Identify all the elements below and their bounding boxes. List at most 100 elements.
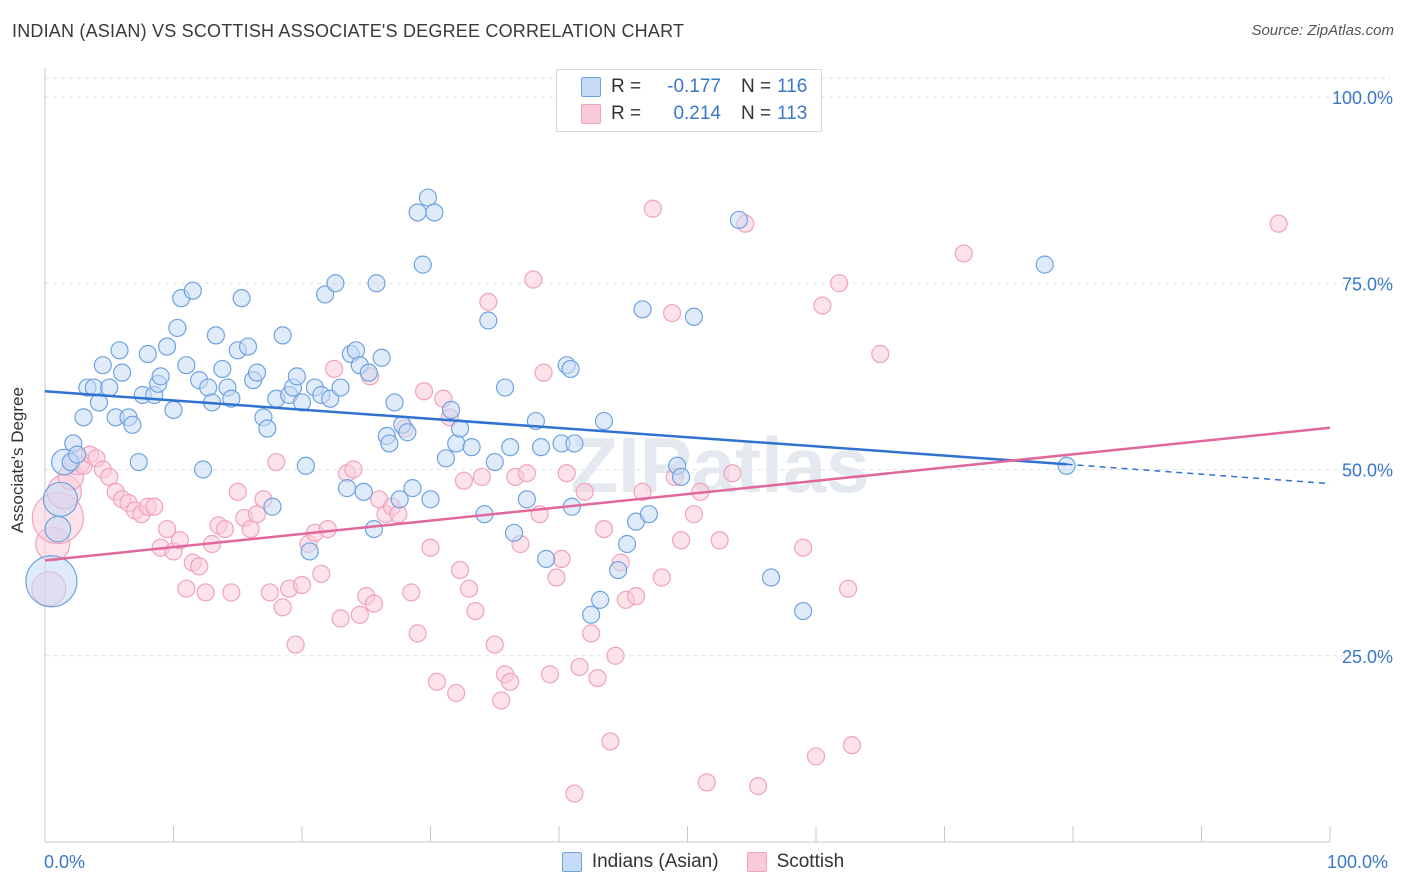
scottish-swatch: [581, 104, 601, 124]
scottish-point: [191, 558, 208, 575]
indians-point: [124, 416, 141, 433]
indians-point: [373, 349, 390, 366]
indians-point: [288, 368, 305, 385]
y-tick-label: 75.0%: [1342, 274, 1393, 294]
scottish-point: [628, 588, 645, 605]
scottish-point: [502, 673, 519, 690]
indians-point: [566, 435, 583, 452]
scottish-point: [685, 506, 702, 523]
scottish-point: [416, 383, 433, 400]
scottish-point: [365, 595, 382, 612]
scottish-point: [518, 465, 535, 482]
y-tick-label: 50.0%: [1342, 461, 1393, 481]
indians-point: [518, 491, 535, 508]
indians-point: [673, 468, 690, 485]
indians-point: [75, 409, 92, 426]
y-axis-label-wrap: Associate's Degree: [8, 314, 28, 460]
indians-point: [1036, 256, 1053, 273]
stats-legend: R = -0.177 N = 116 R = 0.214 N = 113: [556, 69, 822, 132]
scottish-point: [664, 305, 681, 322]
scottish-point: [178, 580, 195, 597]
scatter-chart: ZIPatlas 25.0%50.0%75.0%100.0%: [0, 0, 1406, 892]
indians-point: [26, 556, 77, 607]
scottish-point: [535, 364, 552, 381]
scottish-point: [750, 778, 767, 795]
n-value: 113: [777, 103, 807, 125]
indians-point: [332, 379, 349, 396]
indians-point: [195, 461, 212, 478]
n-label: N =: [741, 103, 777, 125]
n-value: 116: [777, 76, 807, 98]
indians-trend-extension: [1067, 464, 1330, 483]
scottish-point: [566, 785, 583, 802]
indians-point: [169, 319, 186, 336]
indians-point: [486, 454, 503, 471]
indians-point: [619, 536, 636, 553]
scottish-point: [455, 472, 472, 489]
y-axis-label: Associate's Degree: [8, 387, 28, 533]
scottish-point: [146, 498, 163, 515]
scottish-point: [229, 483, 246, 500]
scottish-point: [403, 584, 420, 601]
indians-point: [463, 439, 480, 456]
scottish-point: [814, 297, 831, 314]
r-value: 0.214: [651, 103, 721, 125]
scottish-point: [595, 521, 612, 538]
indians-point: [200, 379, 217, 396]
indians-point: [43, 482, 77, 516]
indians-point: [685, 308, 702, 325]
indians-point: [301, 543, 318, 560]
indians-point: [178, 357, 195, 374]
indians-point: [592, 591, 609, 608]
indians-point: [69, 446, 86, 463]
scottish-point: [261, 584, 278, 601]
scottish-point: [558, 465, 575, 482]
legend-item-indians[interactable]: Indians (Asian): [562, 851, 719, 873]
indians-point: [386, 394, 403, 411]
indians-point: [111, 342, 128, 359]
indians-point: [347, 342, 364, 359]
scottish-point: [548, 569, 565, 586]
scottish-point: [216, 521, 233, 538]
indians-point: [214, 360, 231, 377]
scottish-point: [452, 562, 469, 579]
legend-label-indians: Indians (Asian): [592, 851, 719, 873]
legend-item-scottish[interactable]: Scottish: [747, 851, 845, 873]
indians-trend-line: [45, 391, 1067, 464]
indians-point: [130, 454, 147, 471]
indians-point: [139, 346, 156, 363]
indians-point: [409, 204, 426, 221]
indians-point: [114, 364, 131, 381]
stats-legend-row-indians: R = -0.177 N = 116: [581, 74, 807, 100]
scottish-point: [1270, 215, 1287, 232]
indians-point: [165, 401, 182, 418]
indians-point: [497, 379, 514, 396]
indians-point: [763, 569, 780, 586]
scottish-point: [197, 584, 214, 601]
indians-point: [368, 275, 385, 292]
scottish-point: [673, 532, 690, 549]
indians-point: [404, 480, 421, 497]
series-legend: Indians (Asian) Scottish: [0, 851, 1406, 873]
scottish-point: [840, 580, 857, 597]
legend-label-scottish: Scottish: [777, 851, 845, 873]
indians-point: [437, 450, 454, 467]
scottish-point: [698, 774, 715, 791]
indians-point: [562, 360, 579, 377]
indians-point: [480, 312, 497, 329]
indians-point: [152, 368, 169, 385]
n-label: N =: [741, 76, 777, 98]
indians-point: [184, 282, 201, 299]
scottish-point: [872, 346, 889, 363]
scottish-legend-swatch: [747, 852, 767, 872]
scottish-point: [724, 465, 741, 482]
indians-swatch: [581, 77, 601, 97]
scottish-point: [589, 670, 606, 687]
indians-point: [506, 524, 523, 541]
scottish-point: [480, 293, 497, 310]
indians-point: [448, 435, 465, 452]
watermark: ZIPatlas: [570, 421, 869, 509]
indians-point: [1058, 457, 1075, 474]
scottish-point: [955, 245, 972, 262]
indians-point: [355, 483, 372, 500]
